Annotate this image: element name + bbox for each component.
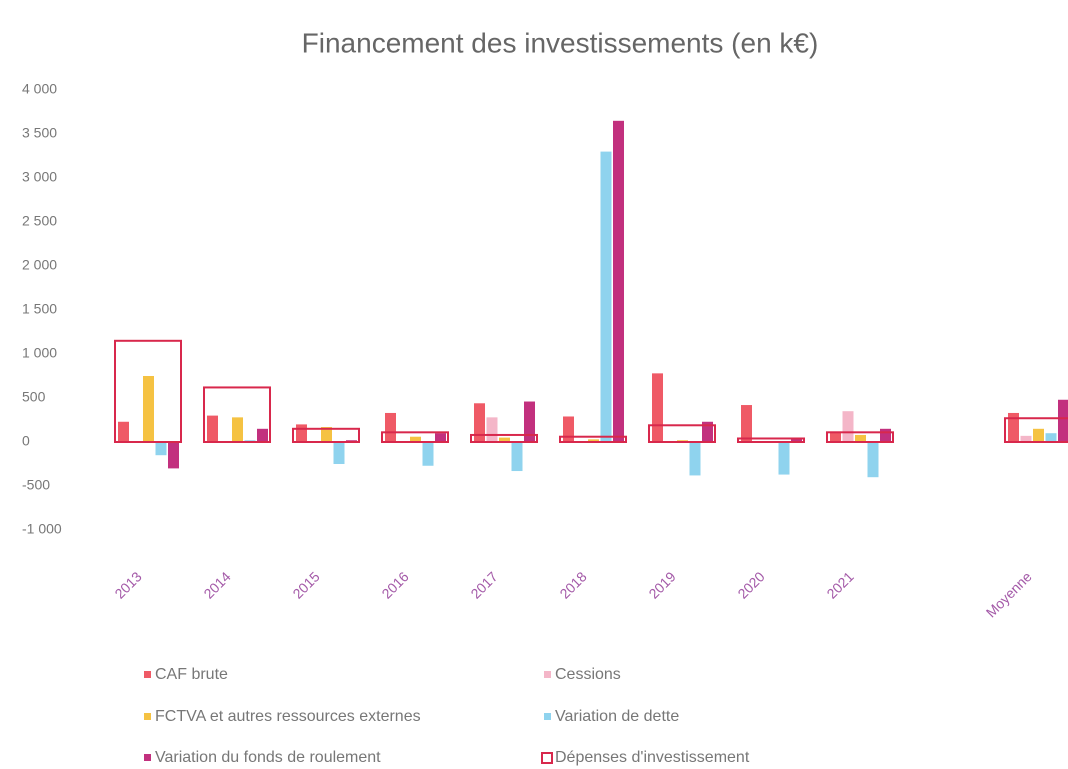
bar [1033,428,1044,442]
bar [778,442,790,475]
bar-outline [826,431,894,444]
legend-swatch [541,752,553,764]
y-tick-label: 1 500 [22,301,57,317]
bar [143,376,154,442]
legend-swatch [144,671,151,678]
x-tick-label: Moyenne [983,568,1035,620]
legend-swatch [544,671,551,678]
x-tick-label: 2020 [734,568,767,601]
legend-swatch [144,754,151,761]
bar [855,434,866,442]
bar [499,437,510,442]
legend-swatch [544,713,551,720]
bar [168,442,179,469]
x-tick-label: 2015 [289,568,322,601]
bar [118,421,129,442]
y-tick-label: 3 500 [22,125,57,141]
bar-outline [381,431,449,444]
bar [257,428,268,442]
legend-label: CAF brute [155,666,228,683]
bar-outline [559,435,627,444]
bar [296,424,307,442]
y-tick-label: 3 000 [22,169,57,185]
bar [689,442,701,476]
bar [410,436,421,442]
legend-label: Variation du fonds de roulement [155,749,381,766]
bar [880,428,891,442]
bar [1008,412,1019,442]
bar [1045,433,1057,442]
bar-outline [737,437,805,444]
bar-outline [292,427,360,443]
bar [422,442,434,466]
bar [867,442,879,478]
bar [333,442,345,464]
bar [652,373,663,442]
x-tick-label: 2019 [645,568,678,601]
bar [524,401,535,442]
bar-outline [470,433,538,443]
bar [511,442,523,472]
bar [702,421,713,442]
legend-label: Dépenses d'investissement [555,749,750,766]
bar [155,442,167,456]
bar [613,120,624,443]
y-tick-label: 500 [22,389,46,405]
bar [486,417,498,442]
bar [600,151,612,442]
bar [563,416,574,442]
y-tick-label: 0 [22,433,30,449]
bar-outline [1004,417,1068,443]
legend-label: Variation de dette [555,708,679,725]
bar-outline [648,424,716,443]
bar [207,415,218,442]
bar [474,403,485,442]
legend-swatch [144,713,151,720]
y-tick-label: 4 000 [22,81,57,97]
bar-outline [114,339,182,443]
x-tick-label: 2016 [378,568,411,601]
bar [842,411,854,442]
bar [830,431,841,442]
bar [385,412,396,442]
x-tick-label: 2017 [467,568,500,601]
x-tick-label: 2013 [111,568,144,601]
bar [321,427,332,442]
bar [1058,399,1068,442]
legend-label: Cessions [555,666,621,683]
bar [435,433,446,442]
y-tick-label: 2 000 [22,257,57,273]
chart-title: Financement des investissements (en k€) [302,27,819,58]
y-tick-label: -1 000 [22,521,62,537]
bar [741,405,752,442]
legend-label: FCTVA et autres ressources externes [155,708,421,725]
y-tick-label: 1 000 [22,345,57,361]
x-tick-label: 2014 [200,568,233,601]
bar [588,439,599,442]
bar [232,417,243,442]
y-tick-label: -500 [22,477,50,493]
bar-outline [203,386,271,444]
bar [791,437,802,442]
bar [1020,435,1032,442]
y-tick-label: 2 500 [22,213,57,229]
x-tick-label: 2021 [823,568,856,601]
x-tick-label: 2018 [556,568,589,601]
